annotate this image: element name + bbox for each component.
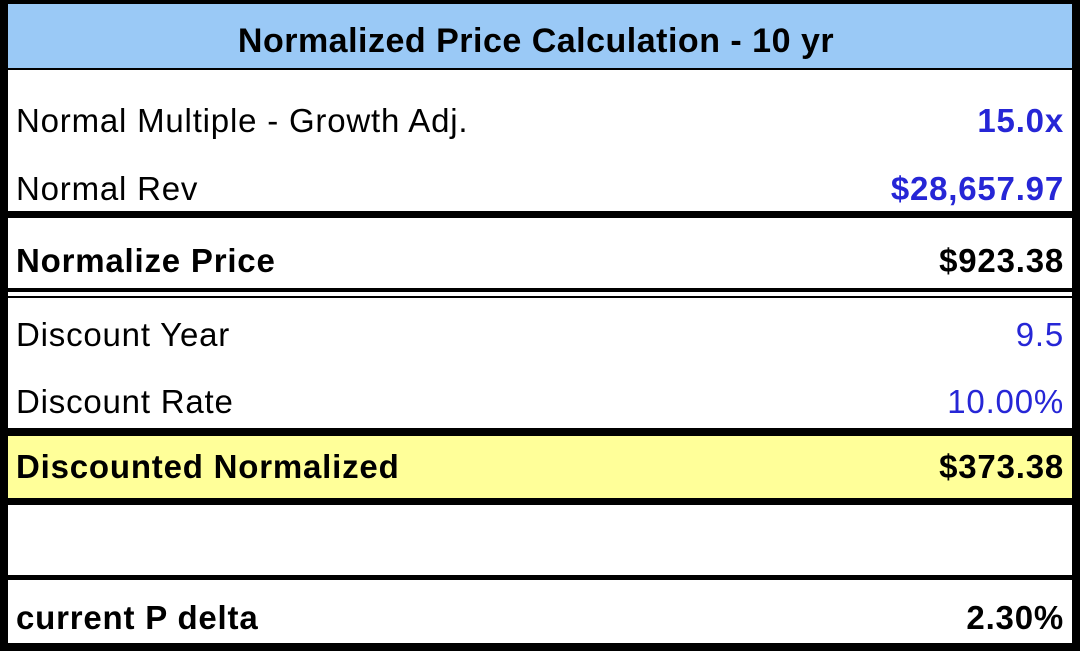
row-discount-year[interactable]: Discount Year 9.5 bbox=[8, 298, 1072, 366]
divider-thin bbox=[8, 575, 1072, 580]
divider-thick bbox=[8, 211, 1072, 218]
row-normal-multiple[interactable]: Normal Multiple - Growth Adj. 15.0x bbox=[8, 70, 1072, 156]
row-value: $373.38 bbox=[939, 448, 1064, 485]
row-current-p-delta[interactable]: current P delta 2.30% bbox=[8, 580, 1072, 643]
row-value: $923.38 bbox=[939, 242, 1064, 279]
row-label: Normal Multiple - Growth Adj. bbox=[16, 102, 469, 139]
table-title: Normalized Price Calculation - 10 yr bbox=[237, 21, 835, 60]
row-value: 9.5 bbox=[1015, 316, 1064, 353]
row-value: 10.00% bbox=[947, 383, 1064, 420]
row-value: $28,657.97 bbox=[890, 169, 1064, 207]
divider-double bbox=[8, 288, 1072, 298]
row-value: 15.0x bbox=[977, 102, 1064, 139]
divider-thick bbox=[8, 498, 1072, 505]
row-normal-rev[interactable]: Normal Rev $28,657.97 bbox=[8, 156, 1072, 211]
row-label: Discounted Normalized bbox=[16, 448, 400, 485]
divider-thick bbox=[8, 428, 1072, 436]
row-empty[interactable] bbox=[8, 505, 1072, 575]
table-header-cell[interactable]: Normalized Price Calculation - 10 yr bbox=[8, 4, 1072, 70]
row-label: Normalize Price bbox=[16, 242, 276, 279]
row-label: Normal Rev bbox=[16, 169, 199, 207]
row-discount-rate[interactable]: Discount Rate 10.00% bbox=[8, 366, 1072, 428]
row-label: Discount Rate bbox=[16, 383, 234, 420]
row-discounted-normalized[interactable]: Discounted Normalized $373.38 bbox=[8, 436, 1072, 498]
row-label: current P delta bbox=[16, 598, 259, 636]
row-value: 2.30% bbox=[966, 598, 1064, 636]
row-label: Discount Year bbox=[16, 316, 231, 353]
row-normalize-price[interactable]: Normalize Price $923.38 bbox=[8, 218, 1072, 288]
